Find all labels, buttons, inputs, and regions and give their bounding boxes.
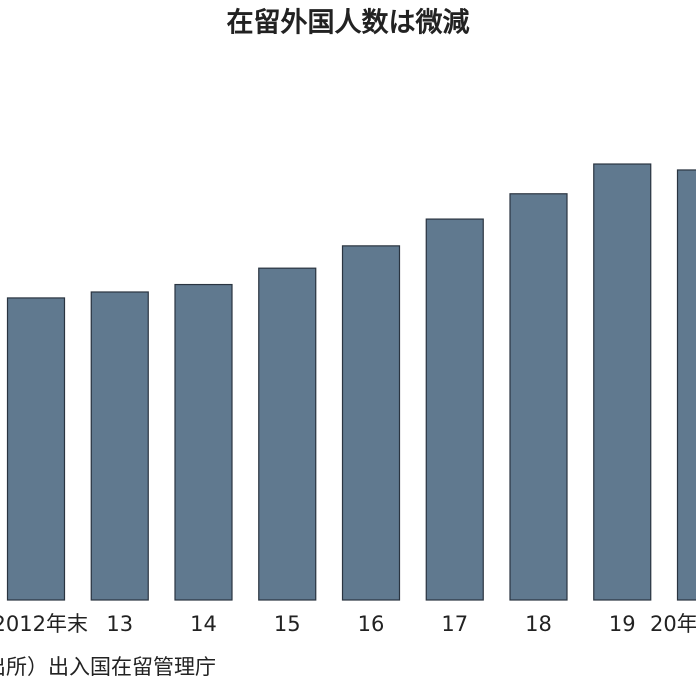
bar (90, 291, 149, 601)
x-tick-label: 2012年末 (0, 612, 88, 636)
bar (341, 245, 401, 601)
x-tick-label: 19 (609, 612, 636, 636)
source-note: （出所）出入国在留管理庁 (0, 655, 216, 679)
bar (676, 169, 696, 601)
bar (509, 193, 568, 601)
bar (174, 283, 233, 601)
bar (258, 267, 317, 601)
x-tick-label: 20年6月末 (650, 612, 696, 636)
chart-title: 在留外国人数は微減 (227, 8, 470, 39)
bar (425, 218, 484, 601)
x-tick-label: 14 (190, 612, 217, 636)
x-tick-label: 17 (441, 612, 468, 636)
x-tick-label: 13 (106, 612, 133, 636)
x-tick-label: 16 (358, 612, 385, 636)
bar (593, 163, 652, 601)
x-tick-label: 18 (525, 612, 552, 636)
x-tick-label: 15 (274, 612, 301, 636)
bar (6, 297, 66, 601)
